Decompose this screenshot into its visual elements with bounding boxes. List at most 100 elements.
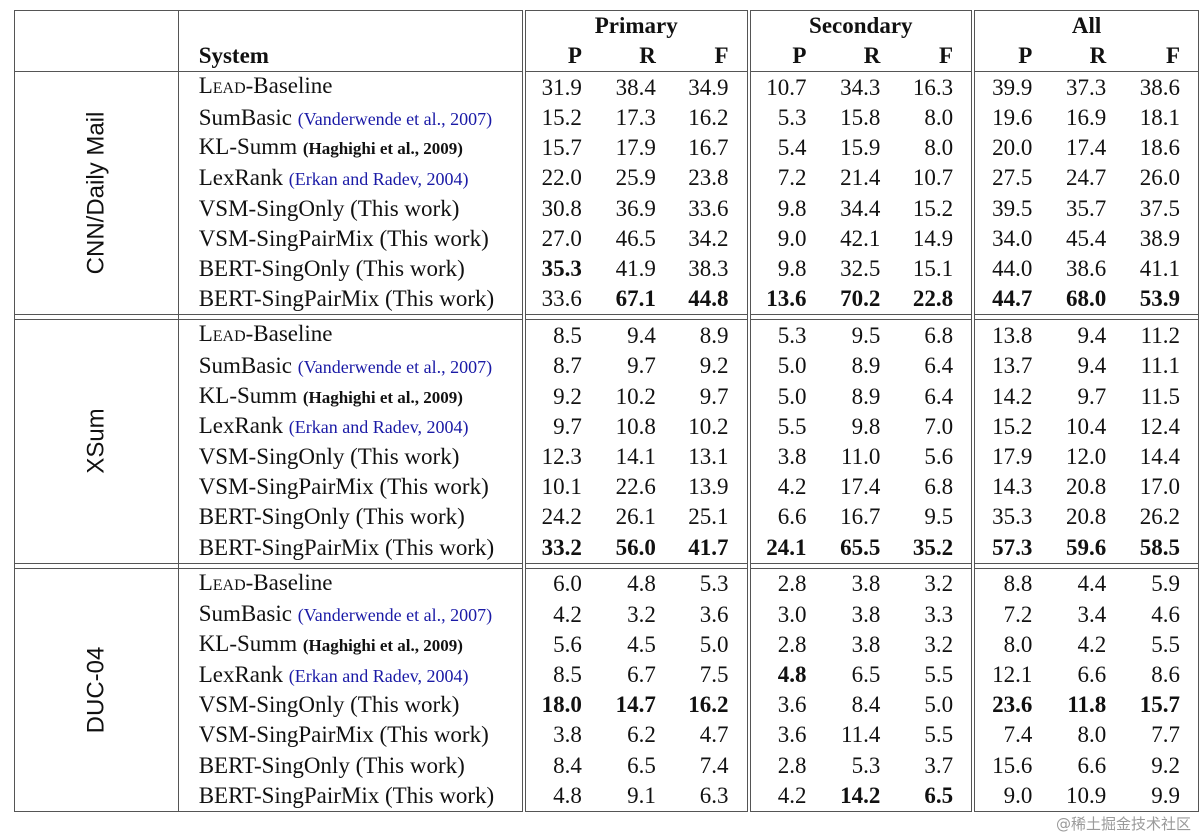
col-all-r: R <box>1089 43 1107 68</box>
table-row: BERT-SingPairMix (This work) 33.6 67.1 44.8… <box>15 284 1199 315</box>
col-primary-p: P <box>521 41 600 72</box>
system-name-cell: LexRank (Erkan and Radev, 2004) <box>177 163 524 194</box>
system-name-cell: BERT-SingOnly (This work) <box>177 502 524 533</box>
score-cell: 5.4 <box>746 133 825 164</box>
system-name-cell: BERT-SingPairMix (This work) <box>177 532 524 564</box>
system-name-cell: SumBasic (Vanderwende et al., 2007) <box>177 599 524 630</box>
score-cell: 10.7 <box>746 71 825 103</box>
table-row: SumBasic (Vanderwende et al., 2007) 8.7 9.… <box>15 351 1199 382</box>
score-cell: 9.1 <box>599 780 674 812</box>
score-cell: 10.2 <box>688 413 729 439</box>
score-cell: 4.2 <box>1077 631 1107 657</box>
citation: (Haghighi et al., 2009) <box>302 139 463 159</box>
score-cell: 14.3 <box>971 472 1051 503</box>
score-cell: 4.6 <box>1124 599 1199 630</box>
score-cell: 15.7 <box>1124 690 1199 721</box>
score-cell: 3.6 <box>746 720 825 751</box>
score-cell: 4.2 <box>521 599 600 630</box>
score-cell: 56.0 <box>615 534 656 560</box>
score-cell: 7.0 <box>924 413 954 439</box>
score-cell: 8.9 <box>851 353 881 379</box>
score-cell: 6.7 <box>627 662 656 688</box>
score-cell: 24.2 <box>521 502 600 533</box>
score-cell: 8.0 <box>924 105 954 131</box>
score-cell: 31.9 <box>521 71 600 103</box>
score-cell: 5.5 <box>1124 629 1199 660</box>
citation: (Vanderwende et al., 2007) <box>297 356 493 377</box>
citation: (Vanderwende et al., 2007) <box>297 108 493 129</box>
system-name-cell: BERT-SingOnly (This work) <box>177 253 524 285</box>
score-cell: 34.9 <box>673 71 749 103</box>
score-cell: 4.4 <box>1050 567 1125 600</box>
score-cell: 17.3 <box>615 105 656 131</box>
score-cell: 12.0 <box>1066 443 1107 469</box>
system-name-cell: LexRank (Erkan and Radev, 2004) <box>177 411 524 442</box>
score-cell: 9.2 <box>521 381 600 412</box>
score-cell: 10.4 <box>1066 413 1107 439</box>
score-cell: 19.6 <box>971 103 1051 134</box>
table-row: LexRank (Erkan and Radev, 2004) 22.0 25.9 2… <box>15 163 1199 194</box>
system-name: LexRank <box>198 661 283 687</box>
score-cell: 8.5 <box>521 660 600 691</box>
system-name-cell: LEAD-Baseline <box>177 71 524 103</box>
score-cell: 26.1 <box>615 504 656 530</box>
score-cell: 5.0 <box>924 692 954 718</box>
table-row: CNN/Daily Mail LEAD-Baseline 31.9 38.4 34.9 1… <box>14 70 1199 316</box>
score-cell: 9.4 <box>1050 319 1125 352</box>
score-cell: 35.3 <box>521 253 600 285</box>
score-cell: 14.1 <box>615 443 656 469</box>
score-cell: 3.2 <box>924 631 954 657</box>
score-cell: 30.8 <box>521 193 600 224</box>
score-cell: 5.5 <box>746 411 825 442</box>
score-cell: 10.8 <box>615 413 656 439</box>
score-cell: 9.5 <box>824 319 899 352</box>
score-cell: 9.7 <box>699 383 729 409</box>
score-cell: 9.4 <box>1077 353 1107 379</box>
score-cell: 38.6 <box>1124 71 1199 103</box>
score-cell: 45.4 <box>1066 225 1107 251</box>
score-cell: 3.8 <box>824 567 899 600</box>
score-cell: 3.8 <box>746 441 825 473</box>
score-cell: 38.3 <box>688 256 729 282</box>
score-cell: 37.3 <box>1050 71 1125 103</box>
score-cell: 8.7 <box>521 351 600 382</box>
system-name: LEAD-Baseline <box>198 73 333 98</box>
score-cell: 6.5 <box>898 780 974 812</box>
table-row: BERT-SingOnly (This work) 8.4 6.5 7.4 2.8 5.3… <box>15 750 1199 781</box>
score-cell: 3.2 <box>627 601 656 627</box>
table-row: BERT-SingOnly (This work) 35.3 41.9 38.3 9.8… <box>15 253 1199 285</box>
score-cell: 68.0 <box>1066 286 1107 312</box>
table-row: KL-Summ (Haghighi et al., 2009) 15.7 17.9 1… <box>15 133 1199 164</box>
system-name: VSM-SingOnly (This work) <box>198 692 460 718</box>
citation: (Haghighi et al., 2009) <box>302 635 463 655</box>
score-cell: 26.2 <box>1124 502 1199 533</box>
score-cell: 9.7 <box>627 353 656 379</box>
score-cell: 13.6 <box>746 284 825 315</box>
system-name: VSM-SingPairMix (This work) <box>198 722 489 748</box>
score-cell: 3.8 <box>851 601 881 627</box>
citation: (Erkan and Radev, 2004) <box>288 665 469 686</box>
score-cell: 5.3 <box>673 567 749 600</box>
score-cell: 10.7 <box>912 165 954 191</box>
system-name-cell: KL-Summ (Haghighi et al., 2009) <box>177 629 524 660</box>
score-cell: 9.2 <box>1124 750 1199 781</box>
score-cell: 4.7 <box>699 722 729 748</box>
score-cell: 12.1 <box>971 660 1051 691</box>
score-cell: 58.5 <box>1124 532 1199 564</box>
results-table: Primary Secondary All System P R F P R F… <box>14 10 1199 812</box>
score-cell: 37.5 <box>1124 193 1199 224</box>
table-row: BERT-SingPairMix (This work) 4.8 9.1 6.3 4.2… <box>15 780 1199 812</box>
score-cell: 34.3 <box>824 71 899 103</box>
group-all: All <box>971 10 1199 41</box>
score-cell: 42.1 <box>840 225 881 251</box>
table-row: VSM-SingOnly (This work) 30.8 36.9 33.6 9.8 3… <box>15 193 1199 224</box>
score-cell: 3.3 <box>924 601 954 627</box>
score-cell: 6.0 <box>521 567 600 600</box>
table-row: VSM-SingOnly (This work) 18.0 14.7 16.2 3.6 8… <box>15 690 1199 721</box>
score-cell: 7.2 <box>746 163 825 194</box>
score-cell: 14.2 <box>824 780 899 812</box>
score-cell: 8.0 <box>924 135 954 161</box>
score-cell: 16.3 <box>898 71 974 103</box>
system-name: BERT-SingPairMix (This work) <box>198 782 495 808</box>
score-cell: 3.7 <box>924 752 954 778</box>
